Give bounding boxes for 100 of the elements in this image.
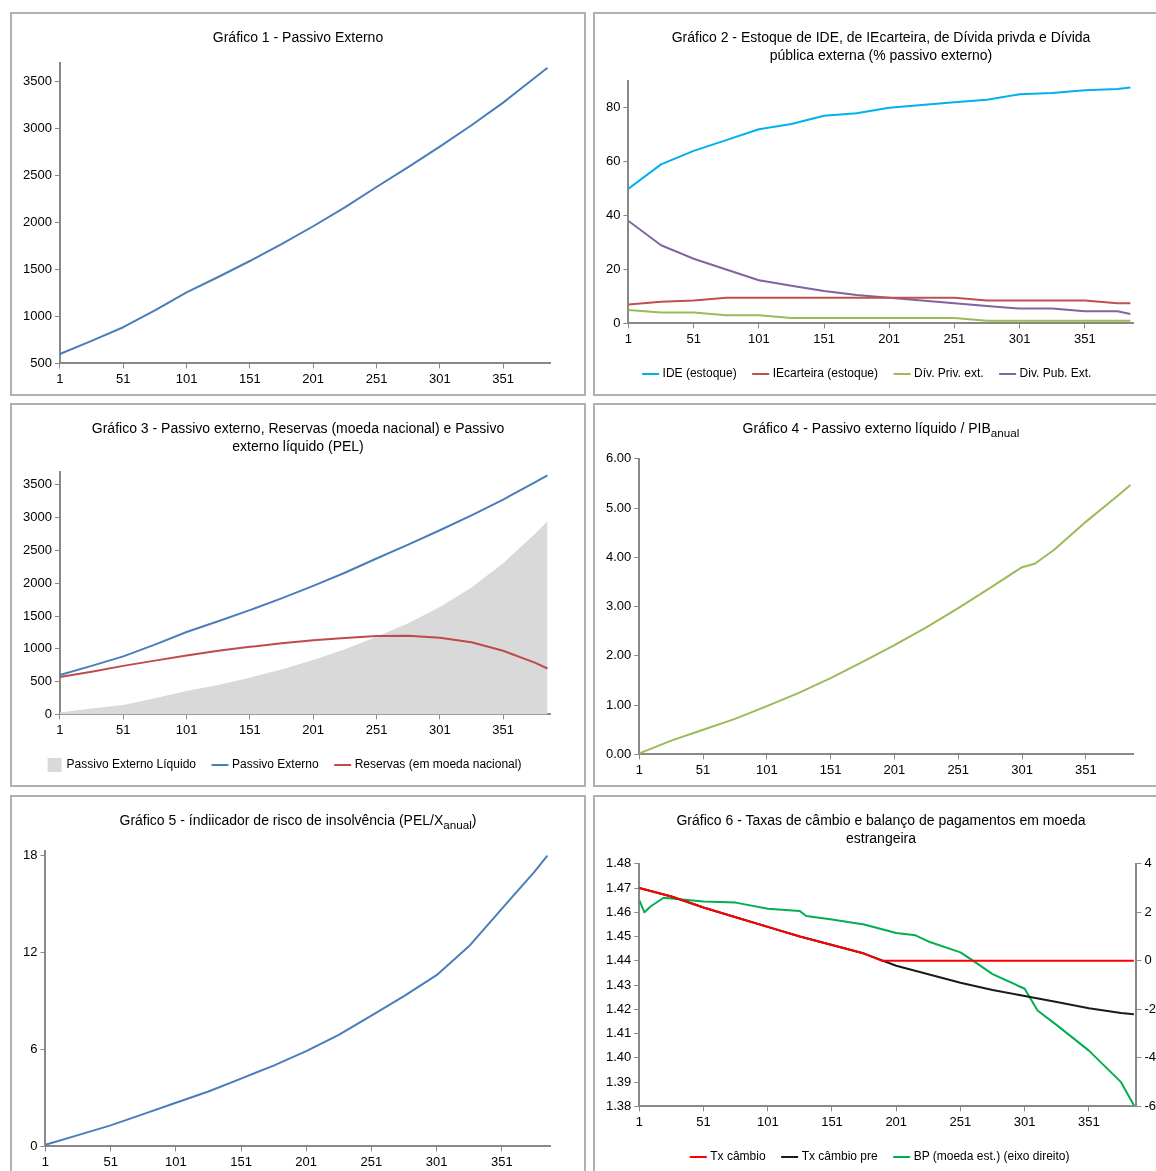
y-tick-label: 40 (605, 207, 621, 223)
y-tick-label: 1000 (23, 308, 52, 324)
y-tick-label: 60 (605, 153, 621, 169)
x-tick-label: 101 (175, 721, 198, 737)
x-tick-label: 351 (1078, 1113, 1100, 1129)
y-tick-label: 500 (30, 354, 52, 370)
y-tick-label: 1.47 (605, 879, 632, 895)
x-tick-label: 101 (756, 761, 778, 777)
y-tick-label: 1500 (23, 607, 52, 623)
x-tick-label: 251 (949, 1113, 972, 1129)
x-tick-label: 1 (635, 761, 643, 777)
y-tick-label: 1.39 (605, 1073, 632, 1089)
legend-label: Dív. Priv. ext. (914, 366, 984, 381)
y-tick-label: 3.00 (605, 597, 632, 613)
legend-label: IEcarteira (estoque) (772, 366, 879, 381)
y-tick-label: 1.40 (605, 1049, 632, 1065)
y-tick-label: 3500 (23, 476, 52, 492)
legend-label: Reservas (em moeda nacional) (354, 757, 522, 772)
x-tick-label: 51 (116, 370, 131, 386)
x-tick-label: 151 (813, 330, 835, 346)
x-tick-label: 201 (878, 330, 901, 346)
x-tick-label: 201 (302, 370, 325, 386)
chart-title: Gráfico 1 - Passivo Externo (211, 28, 385, 46)
x-tick-label: 351 (492, 370, 514, 386)
y-tick-label: 80 (605, 99, 621, 115)
x-tick-label: 1 (56, 721, 64, 737)
y-tick-label: 1.48 (605, 855, 632, 871)
x-tick-label: 51 (103, 1153, 118, 1169)
y-tick-label: 1000 (23, 640, 52, 656)
y-tick-label: 5.00 (605, 499, 632, 515)
y2-tick-label: 0 (1144, 952, 1152, 968)
y-tick-label: 2000 (23, 214, 52, 230)
y-tick-label: 1.44 (605, 952, 632, 968)
y-tick-label: 1.41 (605, 1025, 632, 1041)
x-tick-label: 301 (425, 1153, 448, 1169)
x-tick-label: 151 (230, 1153, 252, 1169)
y-tick-label: 1500 (23, 261, 52, 277)
x-tick-label: 1 (635, 1113, 643, 1129)
x-tick-label: 51 (116, 721, 131, 737)
legend-label: IDE (estoque) (662, 366, 737, 381)
x-tick-label: 301 (428, 370, 451, 386)
y-tick-label: 1.43 (605, 976, 632, 992)
chart-title: Gráfico 6 - Taxas de câmbio e balanço de pagamentos em moeda estrangeira (675, 811, 1087, 847)
x-tick-label: 201 (883, 761, 906, 777)
x-tick-label: 1 (56, 370, 64, 386)
y-tick-label: 0.00 (605, 745, 632, 761)
y2-tick-label: -2 (1144, 1000, 1156, 1016)
y-tick-label: 2500 (23, 542, 52, 558)
y-tick-label: 12 (22, 943, 38, 959)
x-tick-label: 101 (756, 1113, 779, 1129)
x-tick-label: 301 (1008, 330, 1031, 346)
x-tick-label: 151 (821, 1113, 843, 1129)
chart-title: Gráfico 3 - Passivo externo, Reservas (moeda nacional) e Passivo externo líquido (PEL) (90, 419, 506, 455)
y-tick-label: 0 (30, 1137, 38, 1153)
y2-tick-label: -6 (1144, 1097, 1156, 1113)
x-tick-label: 101 (747, 330, 770, 346)
y-tick-label: 18 (22, 847, 38, 863)
y-tick-label: 0 (613, 314, 621, 330)
x-tick-label: 201 (885, 1113, 908, 1129)
y-tick-label: 1.46 (605, 903, 632, 919)
chart-title: Gráfico 5 - índiicador de risco de insolvência (PEL/X$_{anual}$) (118, 811, 478, 833)
y-tick-label: 500 (30, 673, 52, 689)
y-tick-label: 6.00 (605, 450, 632, 466)
y-tick-label: 6 (30, 1040, 38, 1056)
chart-title: Gráfico 4 - Passivo externo líquido / PIB$_{anual}$ (741, 419, 1021, 441)
y-tick-label: 1.45 (605, 928, 632, 944)
x-tick-label: 351 (492, 721, 514, 737)
x-tick-label: 251 (365, 370, 388, 386)
x-tick-label: 251 (943, 330, 966, 346)
x-tick-label: 51 (696, 1113, 711, 1129)
x-tick-label: 51 (686, 330, 701, 346)
x-tick-label: 251 (360, 1153, 383, 1169)
y2-tick-label: 4 (1144, 855, 1152, 871)
x-tick-label: 351 (1073, 330, 1096, 346)
legend-label: Tx câmbio (710, 1149, 766, 1164)
x-tick-label: 351 (1074, 761, 1097, 777)
x-tick-label: 201 (295, 1153, 318, 1169)
y-tick-label: 20 (605, 261, 621, 277)
y-tick-label: 2000 (23, 574, 52, 590)
y-tick-label: 2500 (23, 167, 52, 183)
y-tick-label: 2.00 (605, 647, 632, 663)
y2-tick-label: -4 (1144, 1049, 1156, 1065)
y-tick-label: 3500 (23, 73, 52, 89)
y-tick-label: 1.00 (605, 696, 632, 712)
legend-label: Tx câmbio pre (801, 1149, 878, 1164)
y-tick-label: 1.38 (605, 1097, 632, 1113)
legend-label: Div. Pub. Ext. (1019, 366, 1092, 381)
x-tick-label: 251 (365, 721, 388, 737)
chart-title: Gráfico 2 - Estoque de IDE, de IEcarteira, de Dívida privda e Dívida pública externa (% passivo externo) (670, 28, 1092, 64)
x-tick-label: 101 (175, 370, 198, 386)
x-tick-label: 251 (947, 761, 970, 777)
x-tick-label: 301 (1011, 761, 1033, 777)
legend-label: Passivo Externo (231, 757, 320, 772)
legend-label: BP (moeda est.) (eixo direito) (913, 1149, 1070, 1164)
x-tick-label: 1 (41, 1153, 50, 1169)
x-tick-label: 1 (624, 330, 633, 346)
x-tick-label: 301 (1013, 1113, 1036, 1129)
x-tick-label: 101 (164, 1153, 187, 1169)
legend-label: Passivo Externo Líquido (66, 757, 197, 772)
x-tick-label: 151 (239, 370, 261, 386)
